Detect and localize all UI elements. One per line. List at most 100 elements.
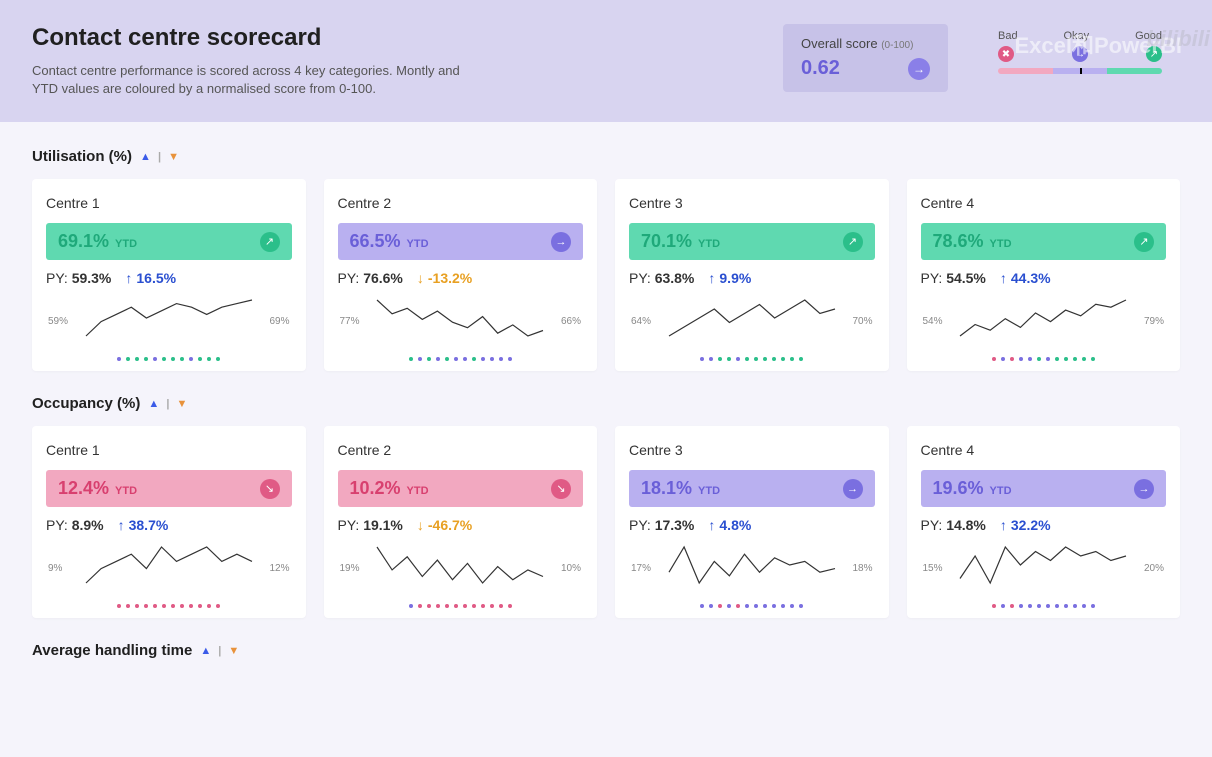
metric-card[interactable]: Centre 1 12.4% YTD ↘ PY: 8.9% ↑38.7% 9% … (32, 426, 306, 618)
month-dots (338, 604, 584, 608)
page-title: Contact centre scorecard (32, 24, 751, 52)
ytd-band: 12.4% YTD ↘ (46, 470, 292, 507)
metric-card[interactable]: Centre 4 78.6% YTD ↗ PY: 54.5% ↑44.3% 54… (907, 179, 1181, 371)
ytd-label: YTD (698, 485, 720, 497)
ytd-band: 19.6% YTD → (921, 470, 1167, 507)
section-title: Average handling time ▲ | ▼ (32, 642, 1180, 659)
delta-value: ↑44.3% (1000, 270, 1051, 286)
sparkline: 77% 66% (338, 298, 584, 353)
metric-card[interactable]: Centre 4 19.6% YTD → PY: 14.8% ↑32.2% 15… (907, 426, 1181, 618)
legend-bar (998, 68, 1162, 74)
card-row: Centre 1 12.4% YTD ↘ PY: 8.9% ↑38.7% 9% … (32, 426, 1180, 618)
py-value: PY: 59.3% (46, 270, 111, 286)
ytd-status-icon: ↗ (1134, 232, 1154, 252)
prior-year-row: PY: 8.9% ↑38.7% (46, 517, 292, 533)
section-title: Utilisation (%) ▲ | ▼ (32, 148, 1180, 165)
spark-end-label: 69% (269, 316, 289, 327)
card-row: Centre 1 69.1% YTD ↗ PY: 59.3% ↑16.5% 59… (32, 179, 1180, 371)
ytd-value: 70.1% (641, 231, 692, 252)
ytd-band: 70.1% YTD ↗ (629, 223, 875, 260)
ytd-value: 19.6% (933, 478, 984, 499)
overall-score-card: Overall score (0-100) 0.62 → (783, 24, 948, 92)
header-text-block: Contact centre scorecard Contact centre … (32, 24, 751, 98)
prior-year-row: PY: 59.3% ↑16.5% (46, 270, 292, 286)
ytd-label: YTD (990, 238, 1012, 250)
card-centre-name: Centre 4 (921, 195, 1167, 211)
prior-year-row: PY: 19.1% ↓-46.7% (338, 517, 584, 533)
py-value: PY: 19.1% (338, 517, 403, 533)
sparkline: 54% 79% (921, 298, 1167, 353)
legend-label-okay: Okay (1063, 30, 1089, 42)
ytd-label: YTD (407, 485, 429, 497)
sparkline: 17% 18% (629, 545, 875, 600)
delta-value: ↑9.9% (708, 270, 751, 286)
card-centre-name: Centre 4 (921, 442, 1167, 458)
prior-year-row: PY: 76.6% ↓-13.2% (338, 270, 584, 286)
delta-value: ↓-46.7% (417, 517, 472, 533)
ytd-status-icon: ↗ (843, 232, 863, 252)
legend-label-good: Good (1135, 30, 1162, 42)
prior-year-row: PY: 14.8% ↑32.2% (921, 517, 1167, 533)
sparkline: 9% 12% (46, 545, 292, 600)
overall-score-value: 0.62 (801, 57, 840, 80)
spark-start-label: 15% (923, 563, 943, 574)
metric-card[interactable]: Centre 1 69.1% YTD ↗ PY: 59.3% ↑16.5% 59… (32, 179, 306, 371)
overall-score-label: Overall score (0-100) (801, 36, 930, 51)
card-centre-name: Centre 3 (629, 195, 875, 211)
prior-year-row: PY: 17.3% ↑4.8% (629, 517, 875, 533)
ytd-value: 69.1% (58, 231, 109, 252)
card-centre-name: Centre 2 (338, 442, 584, 458)
spark-end-label: 79% (1144, 316, 1164, 327)
dashboard-header: Contact centre scorecard Contact centre … (0, 0, 1212, 122)
ytd-value: 78.6% (933, 231, 984, 252)
py-value: PY: 54.5% (921, 270, 986, 286)
ytd-band: 66.5% YTD → (338, 223, 584, 260)
legend-label-bad: Bad (998, 30, 1018, 42)
spark-end-label: 66% (561, 316, 581, 327)
sparkline: 19% 10% (338, 545, 584, 600)
prior-year-row: PY: 54.5% ↑44.3% (921, 270, 1167, 286)
ytd-status-icon: ↘ (260, 479, 280, 499)
ytd-label: YTD (990, 485, 1012, 497)
spark-start-label: 17% (631, 563, 651, 574)
delta-value: ↑4.8% (708, 517, 751, 533)
overall-arrow-icon: → (908, 58, 930, 80)
section-title: Occupancy (%) ▲ | ▼ (32, 395, 1180, 412)
card-centre-name: Centre 2 (338, 195, 584, 211)
delta-value: ↑32.2% (1000, 517, 1051, 533)
spark-end-label: 70% (852, 316, 872, 327)
spark-end-label: 10% (561, 563, 581, 574)
sort-controls[interactable]: ▲ | ▼ (140, 151, 181, 163)
metric-card[interactable]: Centre 2 10.2% YTD ↘ PY: 19.1% ↓-46.7% 1… (324, 426, 598, 618)
metric-card[interactable]: Centre 2 66.5% YTD → PY: 76.6% ↓-13.2% 7… (324, 179, 598, 371)
sparkline: 15% 20% (921, 545, 1167, 600)
month-dots (629, 604, 875, 608)
delta-value: ↑16.5% (125, 270, 176, 286)
legend-good-icon: ↗ (1146, 46, 1162, 62)
card-centre-name: Centre 1 (46, 442, 292, 458)
spark-end-label: 18% (852, 563, 872, 574)
ytd-status-icon: → (1134, 479, 1154, 499)
sort-controls[interactable]: ▲ | ▼ (148, 398, 189, 410)
ytd-status-icon: → (551, 232, 571, 252)
month-dots (921, 604, 1167, 608)
ytd-status-icon: → (843, 479, 863, 499)
prior-year-row: PY: 63.8% ↑9.9% (629, 270, 875, 286)
card-centre-name: Centre 1 (46, 195, 292, 211)
month-dots (921, 357, 1167, 361)
spark-start-label: 9% (48, 563, 62, 574)
month-dots (629, 357, 875, 361)
spark-start-label: 54% (923, 316, 943, 327)
metric-card[interactable]: Centre 3 70.1% YTD ↗ PY: 63.8% ↑9.9% 64%… (615, 179, 889, 371)
ytd-value: 18.1% (641, 478, 692, 499)
sort-controls[interactable]: ▲ | ▼ (200, 645, 241, 657)
delta-value: ↑38.7% (118, 517, 169, 533)
legend-okay-icon: → (1072, 46, 1088, 62)
dashboard-content: Utilisation (%) ▲ | ▼ Centre 1 69.1% YTD… (0, 122, 1212, 691)
metric-card[interactable]: Centre 3 18.1% YTD → PY: 17.3% ↑4.8% 17%… (615, 426, 889, 618)
page-subtitle: Contact centre performance is scored acr… (32, 62, 482, 98)
spark-start-label: 19% (340, 563, 360, 574)
legend-bad-icon: ✖ (998, 46, 1014, 62)
ytd-label: YTD (115, 238, 137, 250)
spark-start-label: 64% (631, 316, 651, 327)
